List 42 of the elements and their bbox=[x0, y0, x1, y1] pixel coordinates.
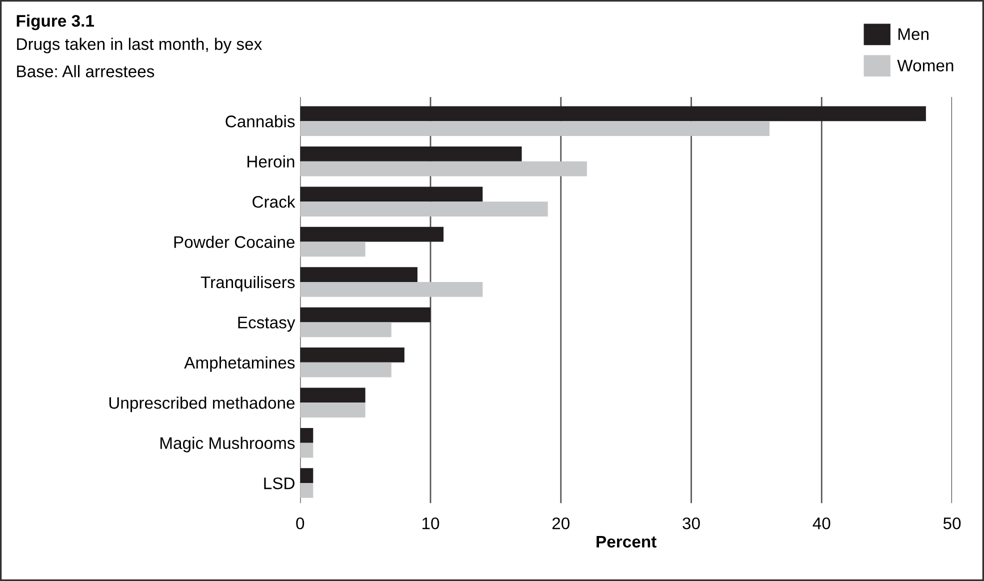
bar bbox=[300, 267, 418, 282]
text: Base: All arrestees bbox=[17, 65, 154, 78]
bar bbox=[300, 307, 430, 322]
bar bbox=[300, 388, 366, 403]
bar bbox=[300, 322, 392, 338]
y-tick-label: LSD bbox=[264, 477, 294, 490]
bar bbox=[300, 161, 587, 176]
legend-label: Men bbox=[898, 28, 928, 40]
y-tick-label: Amphetamines bbox=[184, 356, 295, 372]
bar bbox=[300, 402, 366, 418]
bar bbox=[300, 106, 926, 122]
bar bbox=[300, 442, 314, 458]
bar bbox=[300, 468, 314, 484]
bar bbox=[300, 121, 770, 136]
x-tick-label: 20 bbox=[552, 517, 570, 530]
text: Figure 3.1 bbox=[16, 14, 94, 30]
y-tick-label: Magic Mushrooms bbox=[160, 436, 295, 452]
x-tick-label: 40 bbox=[812, 517, 830, 530]
legend-label: Women bbox=[897, 60, 954, 72]
bar bbox=[300, 282, 483, 297]
x-tick-label: 50 bbox=[943, 517, 961, 530]
x-tick-label: 0 bbox=[296, 517, 304, 530]
y-tick-label: Unprescribed methadone bbox=[109, 396, 295, 412]
y-tick-label: Cannabis bbox=[226, 115, 295, 128]
x-axis-title: Percent bbox=[596, 536, 656, 548]
bar bbox=[300, 146, 522, 162]
text: Drugs taken in last month, by sex bbox=[17, 38, 262, 54]
y-tick-label: Powder Cocaine bbox=[174, 236, 295, 248]
x-tick-label: 10 bbox=[422, 517, 440, 530]
bar bbox=[300, 202, 548, 216]
bar bbox=[300, 186, 483, 202]
bar bbox=[300, 348, 404, 362]
y-tick-label: Crack bbox=[252, 196, 296, 208]
bar bbox=[300, 242, 366, 257]
bar bbox=[300, 226, 444, 242]
bar bbox=[300, 428, 314, 443]
x-tick-label: 30 bbox=[682, 517, 700, 530]
y-tick-label: Tranquilisers bbox=[200, 276, 295, 292]
bar bbox=[300, 483, 314, 498]
bar bbox=[300, 362, 392, 378]
y-tick-label: Heroin bbox=[248, 155, 294, 168]
y-tick-label: Ecstasy bbox=[238, 316, 296, 332]
